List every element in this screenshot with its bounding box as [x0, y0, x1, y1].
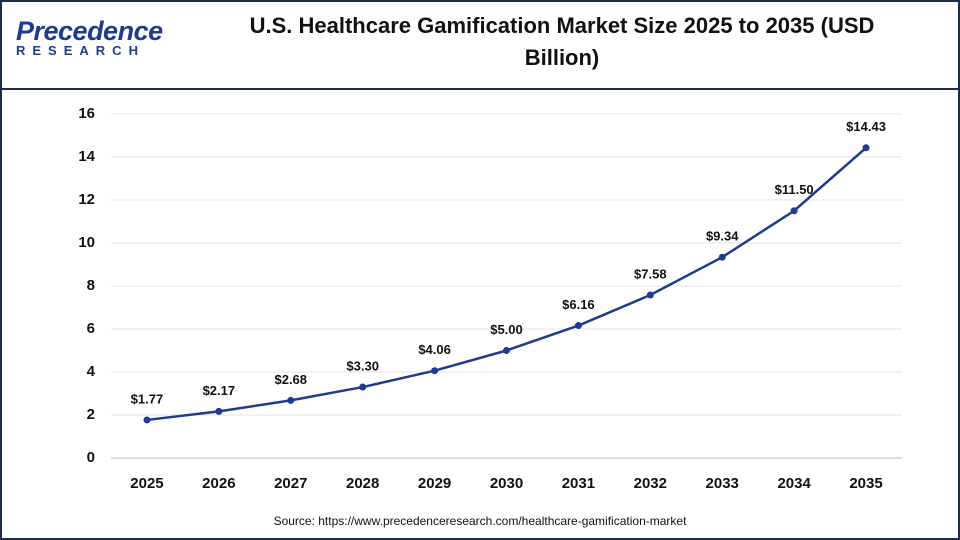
- x-tick-label: 2027: [274, 475, 307, 492]
- value-label: $1.77: [131, 391, 164, 406]
- y-tick-label: 6: [87, 320, 95, 337]
- y-tick-label: 0: [87, 449, 95, 466]
- x-tick-label: 2026: [202, 475, 235, 492]
- x-tick-label: 2029: [418, 475, 451, 492]
- point: [718, 253, 726, 261]
- x-tick-label: 2034: [777, 475, 811, 492]
- value-label: $2.68: [274, 372, 307, 387]
- point: [790, 207, 798, 215]
- x-tick-label: 2028: [346, 475, 379, 492]
- y-tick-label: 8: [87, 277, 95, 294]
- point: [431, 367, 439, 375]
- point: [646, 291, 654, 299]
- value-label: $3.30: [346, 358, 379, 373]
- x-tick-label: 2030: [490, 475, 523, 492]
- logo-tagline: RESEARCH: [16, 43, 145, 58]
- x-tick-label: 2032: [634, 475, 667, 492]
- y-tick-label: 10: [78, 234, 95, 251]
- x-tick-label: 2035: [849, 475, 882, 492]
- value-label: $6.16: [562, 297, 595, 312]
- value-label: $14.43: [846, 119, 886, 134]
- y-tick-label: 2: [87, 406, 95, 423]
- value-label: $4.06: [418, 342, 451, 357]
- x-tick-label: 2031: [562, 475, 595, 492]
- x-tick-label: 2025: [130, 475, 163, 492]
- point: [574, 322, 582, 330]
- point: [215, 407, 223, 415]
- value-label: $9.34: [706, 229, 739, 244]
- x-tick-label: 2033: [706, 475, 739, 492]
- value-label: $5.00: [490, 322, 523, 337]
- value-label: $7.58: [634, 266, 667, 281]
- point: [503, 347, 510, 354]
- y-tick-label: 12: [78, 191, 95, 208]
- chart-title: U.S. Healthcare Gamification Market Size…: [249, 13, 875, 70]
- y-tick-label: 4: [87, 363, 96, 380]
- value-label: $11.50: [775, 182, 814, 197]
- point: [359, 383, 367, 391]
- point: [287, 396, 295, 404]
- value-label: $2.17: [203, 383, 236, 398]
- source: Source: https://www.precedenceresearch.c…: [274, 514, 688, 528]
- y-tick-label: 16: [78, 105, 95, 122]
- header-rule: [2, 88, 958, 90]
- logo: Precedence RESEARCH: [16, 16, 163, 58]
- line: [146, 146, 867, 422]
- logo-name: Precedence: [16, 16, 163, 46]
- point: [143, 416, 151, 424]
- point: [862, 144, 870, 152]
- y-tick-label: 14: [78, 148, 95, 165]
